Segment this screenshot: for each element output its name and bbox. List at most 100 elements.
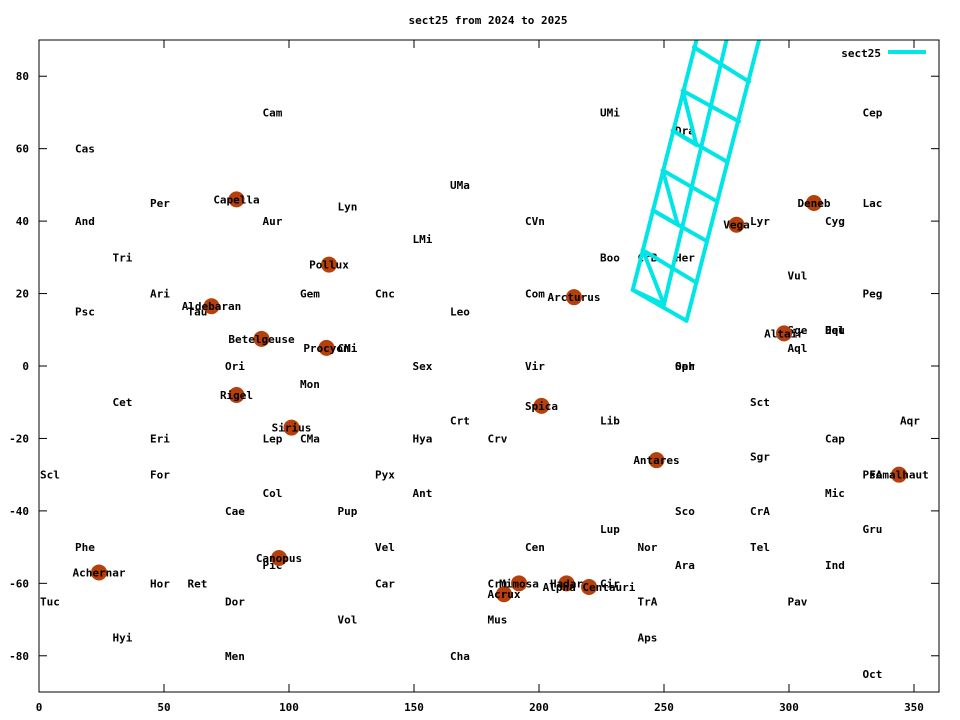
y-tick-label: 20 bbox=[16, 288, 29, 301]
constellation-label-lyr: Lyr bbox=[750, 215, 770, 228]
x-tick-label: 100 bbox=[279, 701, 299, 714]
constellation-label-psa: PsA bbox=[863, 469, 883, 482]
star-marker-acrux bbox=[496, 586, 512, 603]
star-marker-canopus bbox=[271, 549, 287, 566]
sect25-segment bbox=[670, 128, 699, 148]
constellation-label-crv: Crv bbox=[488, 432, 508, 445]
sect25-segment bbox=[680, 88, 699, 148]
constellation-label-com: Com bbox=[525, 288, 545, 301]
constellation-label-ret: Ret bbox=[188, 577, 208, 590]
axes: 0 50 100 150 200 250 300 350 -80 -60 -40 -20 0 20 40 60… bbox=[9, 40, 939, 714]
star-label-sirius: Sirius bbox=[272, 422, 312, 435]
star-label-acrux: Acrux bbox=[487, 588, 520, 601]
star-label-vega: Vega bbox=[723, 219, 750, 232]
constellation-label-peg: Peg bbox=[863, 288, 883, 301]
constellation-label-col: Col bbox=[263, 487, 283, 500]
constellation-label-pav: Pav bbox=[788, 595, 808, 608]
sect25-path bbox=[630, 40, 761, 323]
constellation-label-aur: Aur bbox=[263, 215, 283, 228]
star-marker-deneb bbox=[806, 195, 822, 211]
constellation-label-psc: Psc bbox=[75, 306, 95, 319]
y-tick-label: 0 bbox=[22, 360, 29, 373]
constellation-label-oph: Oph bbox=[675, 360, 695, 373]
constellation-label-ara: Ara bbox=[675, 559, 695, 572]
star-label-pollux: Pollux bbox=[309, 259, 349, 272]
star-label-antares: Antares bbox=[633, 454, 679, 467]
constellation-label-cen: Cen bbox=[525, 541, 545, 554]
constellation-label-cha: Cha bbox=[450, 650, 470, 663]
y-tick-label: -80 bbox=[9, 650, 29, 663]
constellation-label-cmi: CMi bbox=[338, 342, 358, 355]
constellation-label-sct: Sct bbox=[750, 396, 770, 409]
x-tick-label: 0 bbox=[36, 701, 43, 714]
constellation-label-cap: Cap bbox=[825, 432, 845, 445]
constellation-label-vul: Vul bbox=[788, 269, 808, 282]
star-label-arcturus: Arcturus bbox=[548, 291, 601, 304]
x-tick-label: 50 bbox=[157, 701, 170, 714]
star-label-canopus: Canopus bbox=[256, 552, 302, 565]
constellation-label-nor: Nor bbox=[638, 541, 658, 554]
constellation-label-aps: Aps bbox=[638, 632, 658, 645]
star-marker-vega bbox=[728, 216, 745, 233]
constellation-label-cyg: Cyg bbox=[825, 215, 845, 228]
constellation-label-ari: Ari bbox=[150, 288, 170, 301]
constellation-label-hya: Hya bbox=[413, 432, 433, 445]
constellation-label-vol: Vol bbox=[338, 614, 358, 627]
constellation-label-hyi: Hyi bbox=[113, 632, 133, 645]
y-tick-label: 80 bbox=[16, 70, 29, 83]
constellation-label-pup: Pup bbox=[338, 505, 358, 518]
constellation-label-cep: Cep bbox=[863, 106, 883, 119]
star-label-achernar: Achernar bbox=[73, 566, 126, 579]
legend: sect25 bbox=[841, 47, 926, 60]
chart-title: sect25 from 2024 to 2025 bbox=[409, 14, 568, 27]
y-tick-label: 40 bbox=[16, 215, 29, 228]
constellation-label-cvn: CVn bbox=[525, 215, 545, 228]
star-marker-antares bbox=[648, 452, 665, 469]
star-marker-achernar bbox=[91, 564, 107, 581]
star-marker-pollux bbox=[321, 256, 337, 273]
constellation-label-pyx: Pyx bbox=[375, 469, 395, 482]
constellation-label-ant: Ant bbox=[413, 487, 433, 500]
star-markers bbox=[91, 191, 907, 603]
sect25-segment bbox=[640, 248, 699, 285]
sect25-segment bbox=[680, 88, 741, 124]
constellation-label-men: Men bbox=[225, 650, 245, 663]
constellation-label-mon: Mon bbox=[300, 378, 320, 391]
star-marker-betelgeuse bbox=[253, 330, 270, 347]
constellation-label-cir: Cir bbox=[600, 577, 620, 590]
constellation-label-aql: Aql bbox=[788, 342, 808, 355]
constellation-label-boo: Boo bbox=[600, 251, 620, 264]
x-tick-label: 150 bbox=[404, 701, 424, 714]
star-label-procyon: Procyon bbox=[303, 342, 349, 355]
constellation-label-uma: UMa bbox=[450, 179, 470, 192]
star-marker-procyon bbox=[318, 339, 335, 356]
constellation-label-her: Her bbox=[675, 251, 695, 264]
constellation-label-scl: Scl bbox=[40, 469, 60, 482]
constellation-label-cas: Cas bbox=[75, 143, 95, 156]
constellation-label-lac: Lac bbox=[863, 197, 883, 210]
constellation-label-mic: Mic bbox=[825, 487, 845, 500]
constellation-label-and: And bbox=[75, 215, 95, 228]
constellation-label-tuc: Tuc bbox=[40, 595, 60, 608]
sect25-segment bbox=[660, 168, 680, 227]
star-label-mimosa: Mimosa bbox=[499, 577, 539, 590]
legend-label-sect25: sect25 bbox=[841, 47, 881, 60]
star-labels: Capella Aldebaran Betelgeuse Rigel Pollux Pro… bbox=[73, 193, 929, 601]
constellation-label-eri: Eri bbox=[150, 432, 170, 445]
constellation-label-leo: Leo bbox=[450, 306, 470, 319]
sect25-segment bbox=[640, 248, 666, 307]
star-marker-altair bbox=[776, 325, 792, 342]
constellation-label-sex: Sex bbox=[413, 360, 433, 373]
star-label-spica: Spica bbox=[525, 400, 558, 413]
constellation-label-equ: Equ bbox=[825, 324, 845, 337]
star-marker-mimosa bbox=[511, 575, 527, 592]
constellation-label-cae: Cae bbox=[225, 505, 245, 518]
constellation-label-car: Car bbox=[375, 577, 395, 590]
constellation-label-vir: Vir bbox=[525, 360, 545, 373]
constellation-label-cet: Cet bbox=[113, 396, 133, 409]
star-label-hadar: Hadar bbox=[550, 577, 583, 590]
star-marker-sirius bbox=[283, 419, 300, 436]
constellation-label-gru: Gru bbox=[863, 523, 883, 536]
constellation-label-cam: Cam bbox=[263, 106, 283, 119]
